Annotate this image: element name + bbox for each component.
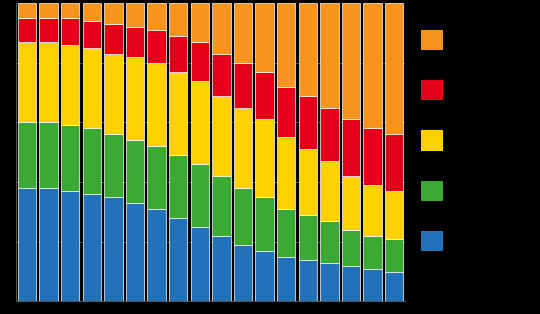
Bar [299,3,317,95]
Bar [83,48,101,128]
Bar [277,3,295,87]
Bar [83,128,101,194]
Bar [255,251,274,301]
Bar [126,140,144,203]
Bar [234,188,252,245]
Bar [234,245,252,301]
Bar [147,3,166,30]
Bar [61,191,79,301]
Bar [83,3,101,21]
Bar [255,119,274,197]
Bar [169,36,187,72]
Bar [147,30,166,63]
Bar [39,42,58,122]
Bar [39,122,58,188]
Bar [299,95,317,149]
Bar [320,221,339,263]
Bar [255,72,274,119]
Bar [126,57,144,140]
Bar [147,63,166,146]
Bar [234,63,252,107]
Bar [342,119,360,176]
Bar [18,3,36,18]
Bar [104,197,123,301]
Bar [277,87,295,138]
Bar [277,257,295,301]
Bar [83,21,101,48]
Bar [18,122,36,188]
Bar [212,95,231,176]
Bar [385,134,403,191]
Bar [255,197,274,251]
Bar [363,268,382,301]
Bar [147,146,166,209]
Bar [191,227,209,301]
Bar [234,3,252,63]
Bar [363,128,382,185]
Bar [385,272,403,301]
Bar [61,18,79,45]
Bar [320,107,339,161]
Bar [104,24,123,54]
Bar [126,3,144,27]
Bar [385,3,403,134]
Bar [363,236,382,268]
Bar [363,185,382,236]
Bar [299,215,317,260]
Bar [191,164,209,227]
Bar [234,107,252,188]
Bar [299,260,317,301]
Bar [191,3,209,42]
Bar [320,3,339,107]
Bar [299,149,317,215]
Bar [363,3,382,128]
Bar [342,176,360,230]
Bar [61,45,79,125]
Bar [147,209,166,301]
Bar [320,263,339,301]
Bar [212,176,231,236]
Bar [191,81,209,164]
Bar [385,239,403,272]
Bar [39,3,58,18]
Bar [320,161,339,221]
Bar [342,3,360,119]
Bar [18,18,36,42]
Bar [104,3,123,24]
Bar [212,54,231,95]
Bar [169,218,187,301]
Bar [342,266,360,301]
Bar [18,188,36,301]
Bar [39,188,58,301]
Bar [255,3,274,72]
Bar [104,134,123,197]
Bar [169,72,187,155]
Bar [39,18,58,42]
Bar [277,209,295,257]
Bar [104,54,123,134]
Bar [169,155,187,218]
Bar [61,3,79,18]
Bar [126,203,144,301]
Bar [83,194,101,301]
Bar [169,3,187,36]
Bar [126,27,144,57]
Bar [61,125,79,191]
Bar [212,236,231,301]
Bar [212,3,231,54]
Bar [18,42,36,122]
Bar [342,230,360,266]
Bar [191,42,209,81]
Bar [385,191,403,239]
Bar [277,138,295,209]
